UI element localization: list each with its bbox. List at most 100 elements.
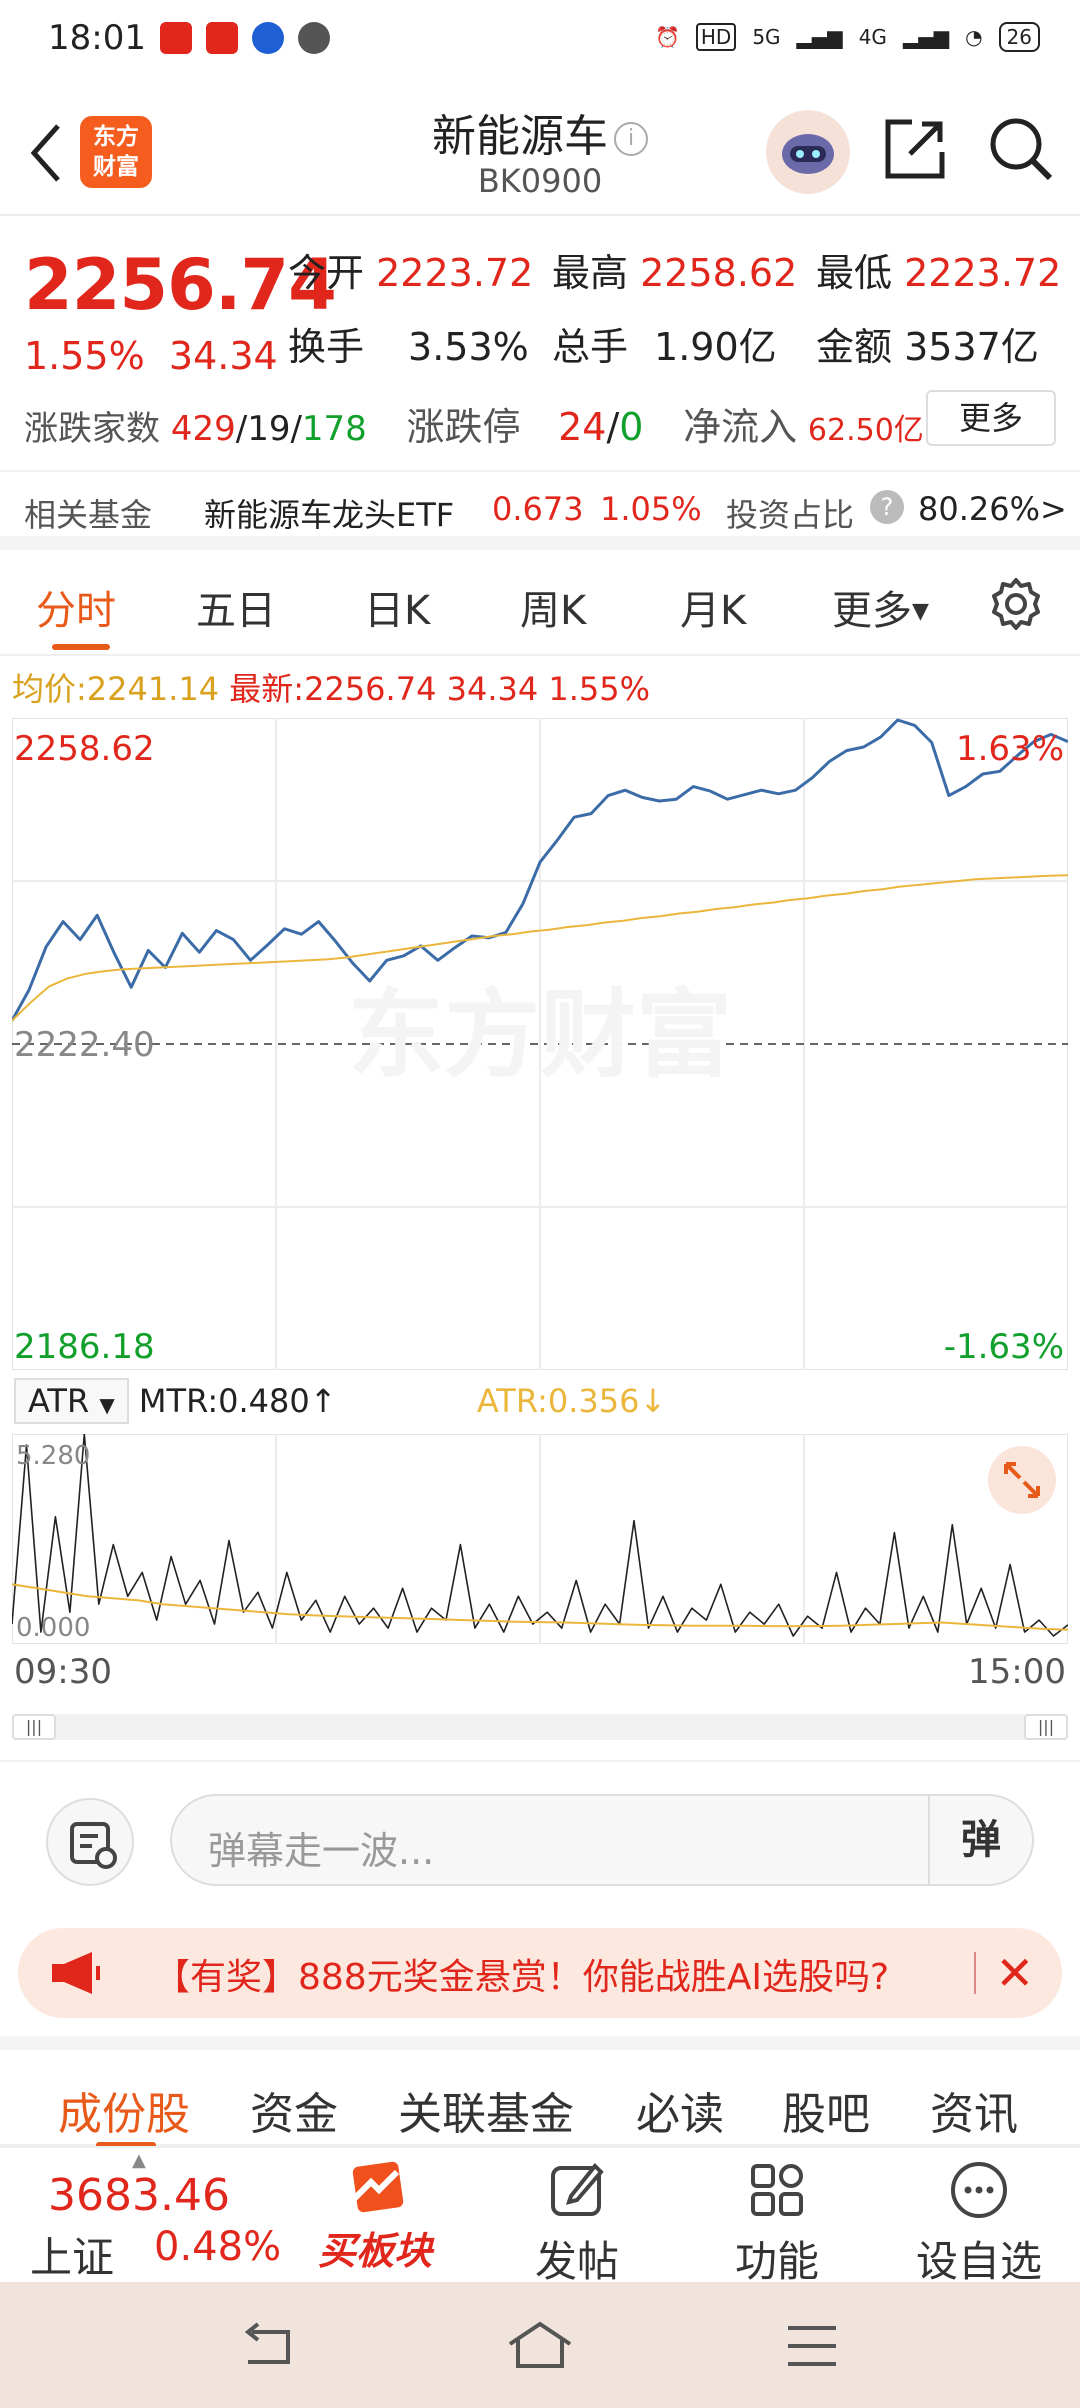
chevron-right-icon: >	[1040, 490, 1067, 528]
tab-forum[interactable]: 股吧	[782, 2089, 870, 2140]
danmaku-settings-button[interactable]	[46, 1798, 134, 1886]
related-fund-row[interactable]: 相关基金 新能源车龙头ETF 0.673 1.05% 投资占比 ? 80.26%…	[0, 470, 1080, 550]
hd-icon: HD	[695, 23, 737, 51]
turnover-field: 换手 3.53%	[288, 325, 529, 369]
more-quote-button[interactable]: 更多	[926, 390, 1056, 446]
promo-text: 【有奖】888元奖金悬赏！你能战胜AI选股吗?	[154, 1957, 890, 1998]
bottom-pct-label: -1.63%	[944, 1327, 1064, 1367]
system-navigation-bar	[0, 2282, 1080, 2408]
tab-constituents[interactable]: 成份股	[58, 2089, 190, 2140]
system-menu-icon[interactable]	[782, 2318, 842, 2374]
breadth-row: 涨跌家数 429/19/178 涨跌停 24/0 净流入 62.50亿	[24, 405, 924, 449]
watermark: 东方财富	[348, 979, 732, 1091]
wifi-icon: ◔	[965, 25, 983, 49]
bottom-price-label: 2186.18	[14, 1327, 155, 1367]
top-price-label: 2258.62	[14, 729, 155, 769]
tab-must-read[interactable]: 必读	[636, 2089, 724, 2140]
ai-robot-icon[interactable]	[766, 110, 850, 194]
detail-tabs: 成份股 资金 关联基金 必读 股吧 资讯	[0, 2036, 1080, 2148]
tab-more[interactable]: 更多▼	[832, 588, 929, 634]
caret-up-icon: ▲	[132, 2150, 146, 2171]
grid-icon	[751, 2164, 803, 2216]
bottom-action-bar: ▲ 3683.46 上证 0.48% 买板块 发帖 功能 设自选	[0, 2146, 1080, 2286]
chart-period-tabs: 分时 五日 日K 周K 月K 更多▼	[0, 560, 1080, 656]
active-subtab-indicator	[96, 2142, 156, 2148]
buy-block-button[interactable]: 买板块	[300, 2158, 450, 2275]
danmaku-input[interactable]: 弹幕走一波... 弹	[170, 1794, 1034, 1886]
danmaku-bar: 弹幕走一波... 弹	[0, 1760, 1080, 1900]
tab-news[interactable]: 资讯	[930, 2089, 1018, 2140]
chevron-left-icon	[30, 124, 60, 182]
close-icon[interactable]: ✕	[995, 1946, 1034, 2000]
alarm-icon: ⏰	[654, 25, 680, 49]
eastmoney-logo[interactable]: 东方 财富	[80, 116, 152, 188]
index-name: 上证	[30, 2233, 115, 2282]
price-change: 1.55% 34.34	[24, 334, 278, 378]
notification-icons	[160, 22, 330, 62]
low-field: 最低 2223.72	[816, 251, 1062, 295]
system-back-icon[interactable]	[238, 2318, 298, 2374]
time-start-label: 09:30	[14, 1652, 112, 1692]
promo-banner[interactable]: 【有奖】888元奖金悬赏！你能战胜AI选股吗? ✕	[18, 1928, 1062, 2018]
fund-price: 0.673	[492, 490, 584, 528]
search-icon	[990, 118, 1053, 181]
functions-button[interactable]: 功能	[702, 2158, 852, 2289]
intraday-price-chart[interactable]: 东方财富 2258.62 1.63% 2222.40 2186.18 -1.63…	[12, 718, 1068, 1370]
fund-name: 新能源车龙头ETF	[204, 496, 455, 534]
signal-4g: 4G	[858, 25, 887, 49]
caret-down-icon: ▼	[99, 1393, 115, 1417]
top-pct-label: 1.63%	[956, 729, 1064, 769]
indicator-selector[interactable]: ATR ▼	[14, 1378, 129, 1424]
share-button[interactable]	[882, 116, 948, 186]
tab-daily-k[interactable]: 日K	[364, 588, 431, 634]
danmaku-toggle-button[interactable]: 弹	[928, 1796, 1032, 1884]
arrow-up-icon: ↑	[309, 1382, 337, 1420]
chart-range-scrollbar[interactable]: ||| |||	[12, 1714, 1068, 1740]
signal-5g: 5G	[752, 25, 781, 49]
add-watchlist-button[interactable]: 设自选	[904, 2158, 1054, 2289]
mtr-label: MTR:0.480	[138, 1382, 310, 1420]
ratio-value: 80.26%	[918, 490, 1041, 528]
nav-bar: 东方 财富 新能源车 i BK0900	[0, 90, 1080, 216]
signal-bars-icon: ▂▄▆	[902, 25, 950, 49]
signal-bars-icon: ▂▄▆	[796, 25, 843, 49]
range-handle-right[interactable]: |||	[1024, 1714, 1068, 1740]
mtr-line	[12, 1434, 1068, 1637]
expand-button[interactable]	[988, 1446, 1056, 1514]
ratio-label: 投资占比	[726, 496, 855, 534]
fund-label: 相关基金	[24, 496, 153, 534]
tab-capital[interactable]: 资金	[250, 2089, 338, 2140]
post-button[interactable]: 发帖	[502, 2158, 652, 2289]
share-icon	[885, 119, 945, 179]
price-line	[12, 718, 1068, 1022]
tab-intraday[interactable]: 分时	[36, 588, 116, 634]
tab-related-funds[interactable]: 关联基金	[398, 2089, 574, 2140]
system-home-icon[interactable]	[504, 2318, 576, 2374]
ting-app-icon	[160, 22, 192, 54]
range-handle-left[interactable]: |||	[12, 1714, 56, 1740]
tab-five-day[interactable]: 五日	[196, 588, 276, 634]
search-button[interactable]	[986, 114, 1056, 188]
tab-weekly-k[interactable]: 周K	[520, 588, 587, 634]
current-price: 2256.74	[24, 244, 337, 326]
page-title: 新能源车 i	[0, 100, 1080, 164]
atr-bottom-label: 0.000	[16, 1613, 90, 1643]
info-icon[interactable]: i	[614, 122, 648, 156]
average-row: 均价:2241.14 最新:2256.74 34.34 1.55%	[12, 670, 651, 708]
high-field: 最高 2258.62	[552, 251, 798, 295]
megaphone-icon	[52, 1952, 100, 1994]
atr-line	[12, 1583, 1068, 1631]
status-bar: 18:01 ⏰ HD 5G ▂▄▆ 4G ▂▄▆ ◔ 26	[0, 0, 1080, 80]
arrow-down-icon: ↓	[639, 1382, 667, 1420]
back-button[interactable]	[26, 118, 66, 192]
index-pct: 0.48%	[154, 2224, 282, 2270]
caret-down-icon: ▼	[912, 599, 929, 624]
chart-settings-button[interactable]	[988, 576, 1044, 636]
status-time: 18:01	[48, 18, 146, 58]
tab-monthly-k[interactable]: 月K	[680, 588, 747, 634]
avg-price-line	[12, 874, 1068, 1022]
active-tab-indicator	[52, 644, 110, 650]
help-icon[interactable]: ?	[870, 490, 904, 524]
danmaku-settings-icon	[70, 1822, 117, 1869]
atr-indicator-chart[interactable]: 5.280 0.000	[12, 1434, 1068, 1644]
